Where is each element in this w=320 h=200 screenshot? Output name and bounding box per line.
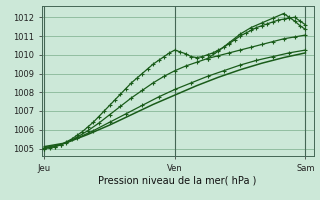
X-axis label: Pression niveau de la mer( hPa ): Pression niveau de la mer( hPa )	[99, 175, 257, 185]
